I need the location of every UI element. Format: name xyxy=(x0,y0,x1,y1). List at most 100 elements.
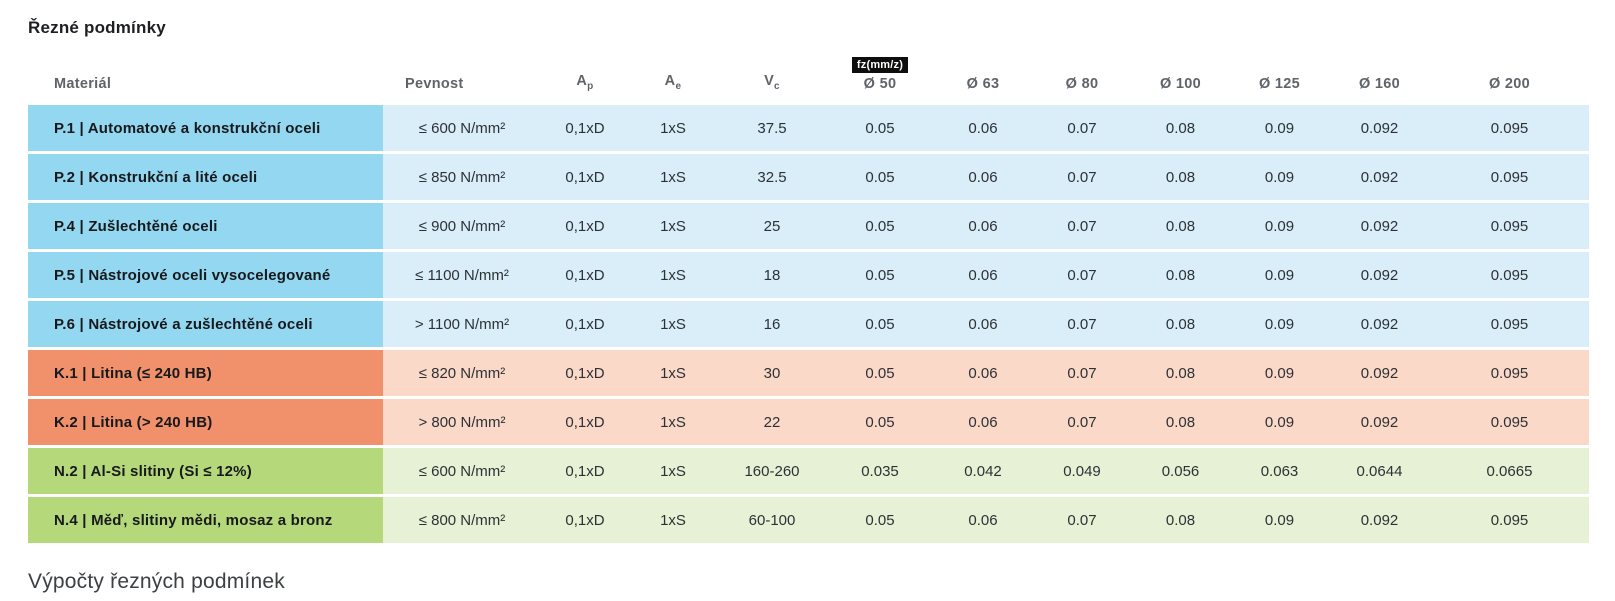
fz-cell-d50: 0.05 xyxy=(827,497,933,543)
fz-cell-d63: 0.06 xyxy=(933,252,1033,298)
fz-cell-d63: 0.042 xyxy=(933,448,1033,494)
fz-cell-d100: 0.08 xyxy=(1131,252,1230,298)
fz-cell-d200: 0.095 xyxy=(1430,399,1589,445)
column-header-d50: fz(mm/z) Ø 50 xyxy=(827,57,933,102)
fz-cell-d160: 0.092 xyxy=(1329,203,1430,249)
fz-cell-d50: 0.035 xyxy=(827,448,933,494)
ae-cell: 1xS xyxy=(629,350,717,396)
material-cell: N.4 | Měď, slitiny mědi, mosaz a bronz xyxy=(28,497,383,543)
fz-cell-d50: 0.05 xyxy=(827,105,933,151)
material-cell: N.2 | Al-Si slitiny (Si ≤ 12%) xyxy=(28,448,383,494)
ae-cell: 1xS xyxy=(629,252,717,298)
fz-cell-d200: 0.095 xyxy=(1430,105,1589,151)
vc-cell: 60-100 xyxy=(717,497,827,543)
column-header-material: Materiál xyxy=(54,76,112,92)
fz-cell-d50: 0.05 xyxy=(827,301,933,347)
ap-cell: 0,1xD xyxy=(541,399,629,445)
material-cell: P.1 | Automatové a konstrukční oceli xyxy=(28,105,383,151)
fz-cell-d80: 0.07 xyxy=(1033,105,1131,151)
fz-cell-d100: 0.08 xyxy=(1131,399,1230,445)
column-header-pevnost: Pevnost xyxy=(405,76,464,92)
ap-cell: 0,1xD xyxy=(541,301,629,347)
ap-cell: 0,1xD xyxy=(541,203,629,249)
fz-cell-d50: 0.05 xyxy=(827,399,933,445)
material-cell: K.1 | Litina (≤ 240 HB) xyxy=(28,350,383,396)
column-header-d125: Ø 125 xyxy=(1259,76,1300,92)
column-header-d63: Ø 63 xyxy=(966,76,1000,92)
fz-cell-d125: 0.09 xyxy=(1230,301,1329,347)
fz-cell-d80: 0.07 xyxy=(1033,301,1131,347)
fz-cell-d200: 0.095 xyxy=(1430,350,1589,396)
pevnost-cell: ≤ 900 N/mm² xyxy=(383,203,541,249)
fz-cell-d50: 0.05 xyxy=(827,350,933,396)
table-header-row: Materiál Pevnost Ap Ae Vc fz(mm/z) Ø 50 … xyxy=(28,57,1589,102)
vc-cell: 160-260 xyxy=(717,448,827,494)
fz-cell-d80: 0.07 xyxy=(1033,154,1131,200)
fz-cell-d80: 0.07 xyxy=(1033,203,1131,249)
column-header-d100: Ø 100 xyxy=(1160,76,1201,92)
column-header-vc: Vc xyxy=(764,73,780,92)
table-row: P.6 | Nástrojové a zušlechtěné oceli > 1… xyxy=(28,301,1589,347)
ap-cell: 0,1xD xyxy=(541,350,629,396)
material-cell: P.6 | Nástrojové a zušlechtěné oceli xyxy=(28,301,383,347)
fz-cell-d160: 0.092 xyxy=(1329,350,1430,396)
table-row: P.2 | Konstrukční a lité oceli ≤ 850 N/m… xyxy=(28,154,1589,200)
fz-cell-d100: 0.08 xyxy=(1131,154,1230,200)
fz-cell-d200: 0.095 xyxy=(1430,154,1589,200)
fz-cell-d100: 0.08 xyxy=(1131,203,1230,249)
material-cell: P.4 | Zušlechtěné oceli xyxy=(28,203,383,249)
fz-cell-d200: 0.0665 xyxy=(1430,448,1589,494)
pevnost-cell: > 800 N/mm² xyxy=(383,399,541,445)
fz-cell-d125: 0.09 xyxy=(1230,497,1329,543)
column-header-d160: Ø 160 xyxy=(1359,76,1400,92)
fz-cell-d160: 0.092 xyxy=(1329,105,1430,151)
pevnost-cell: ≤ 850 N/mm² xyxy=(383,154,541,200)
vc-cell: 16 xyxy=(717,301,827,347)
ae-cell: 1xS xyxy=(629,497,717,543)
fz-cell-d63: 0.06 xyxy=(933,399,1033,445)
material-cell: K.2 | Litina (> 240 HB) xyxy=(28,399,383,445)
page-title: Řezné podmínky xyxy=(28,18,166,37)
fz-cell-d160: 0.092 xyxy=(1329,497,1430,543)
fz-cell-d125: 0.09 xyxy=(1230,105,1329,151)
fz-cell-d100: 0.08 xyxy=(1131,105,1230,151)
fz-cell-d100: 0.056 xyxy=(1131,448,1230,494)
vc-cell: 18 xyxy=(717,252,827,298)
ap-cell: 0,1xD xyxy=(541,448,629,494)
fz-cell-d160: 0.092 xyxy=(1329,252,1430,298)
table-row: P.5 | Nástrojové oceli vysocelegované ≤ … xyxy=(28,252,1589,298)
ae-cell: 1xS xyxy=(629,203,717,249)
fz-cell-d100: 0.08 xyxy=(1131,497,1230,543)
material-cell: P.2 | Konstrukční a lité oceli xyxy=(28,154,383,200)
fz-cell-d63: 0.06 xyxy=(933,497,1033,543)
fz-cell-d160: 0.092 xyxy=(1329,154,1430,200)
fz-cell-d80: 0.049 xyxy=(1033,448,1131,494)
fz-cell-d63: 0.06 xyxy=(933,301,1033,347)
fz-cell-d160: 0.092 xyxy=(1329,399,1430,445)
fz-cell-d200: 0.095 xyxy=(1430,497,1589,543)
fz-cell-d200: 0.095 xyxy=(1430,252,1589,298)
fz-cell-d63: 0.06 xyxy=(933,154,1033,200)
ap-cell: 0,1xD xyxy=(541,154,629,200)
fz-unit-badge: fz(mm/z) xyxy=(851,57,909,73)
fz-cell-d63: 0.06 xyxy=(933,350,1033,396)
diameter-label: Ø 50 xyxy=(863,76,897,92)
table-row: N.4 | Měď, slitiny mědi, mosaz a bronz ≤… xyxy=(28,497,1589,543)
vc-cell: 30 xyxy=(717,350,827,396)
fz-cell-d200: 0.095 xyxy=(1430,301,1589,347)
pevnost-cell: ≤ 800 N/mm² xyxy=(383,497,541,543)
fz-cell-d63: 0.06 xyxy=(933,105,1033,151)
pevnost-cell: > 1100 N/mm² xyxy=(383,301,541,347)
ae-cell: 1xS xyxy=(629,301,717,347)
fz-cell-d125: 0.063 xyxy=(1230,448,1329,494)
fz-cell-d80: 0.07 xyxy=(1033,350,1131,396)
material-cell: P.5 | Nástrojové oceli vysocelegované xyxy=(28,252,383,298)
fz-cell-d125: 0.09 xyxy=(1230,154,1329,200)
vc-cell: 25 xyxy=(717,203,827,249)
vc-cell: 22 xyxy=(717,399,827,445)
fz-cell-d63: 0.06 xyxy=(933,203,1033,249)
column-header-d200: Ø 200 xyxy=(1489,76,1530,92)
table-row: N.2 | Al-Si slitiny (Si ≤ 12%) ≤ 600 N/m… xyxy=(28,448,1589,494)
column-header-ap: Ap xyxy=(576,73,594,92)
ap-cell: 0,1xD xyxy=(541,105,629,151)
